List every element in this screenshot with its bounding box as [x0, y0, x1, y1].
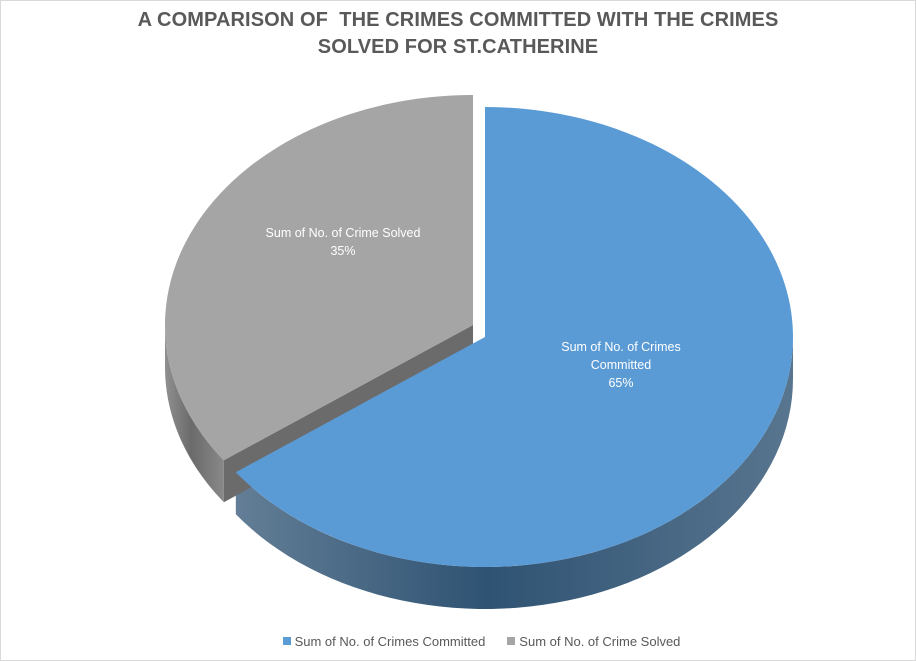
pie-slice-side-crimes-committed [235, 337, 793, 609]
chart-legend: Sum of No. of Crimes Committed Sum of No… [229, 628, 734, 654]
pie-slice-crimes-committed [235, 107, 793, 567]
legend-swatch-crimes-committed [282, 637, 291, 645]
pie-slice-side-crime-solved [165, 325, 224, 503]
legend-item-crime-solved: Sum of No. of Crime Solved [507, 634, 680, 649]
chart-title-line-1: A COMPARISON OF THE CRIMES COMMITTED WIT… [137, 9, 779, 31]
legend-label-crime-solved: Sum of No. of Crime Solved [519, 633, 681, 649]
pie-slice-crime-solved [164, 94, 473, 461]
legend-swatch-crime-solved [507, 637, 516, 645]
data-label-crime-solved: Sum of No. of Crime Solved 35% [266, 226, 421, 258]
pie-chart-plot: Sum of No. of Crimes Committed 65% Sum of N… [164, 94, 793, 609]
legend-item-crimes-committed: Sum of No. of Crimes Committed [282, 633, 486, 649]
legend-label-crimes-committed: Sum of No. of Crimes Committed [294, 633, 486, 649]
data-label-crimes-committed: Sum of No. of Crimes Committed 65% [561, 340, 680, 390]
chart-title-line-2: SOLVED FOR ST.CATHERINE [317, 36, 599, 58]
chart-title: A COMPARISON OF THE CRIMES COMMITTED WIT… [1, 7, 915, 61]
